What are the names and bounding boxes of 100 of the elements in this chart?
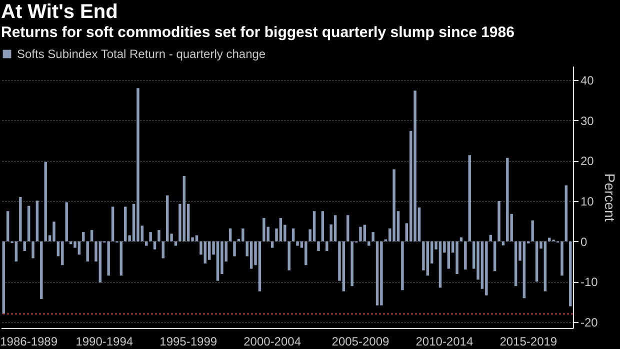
bar	[359, 226, 362, 242]
y-tick-label: -10	[580, 275, 598, 290]
bar	[414, 90, 416, 242]
legend-label: Softs Subindex Total Return - quarterly change	[17, 47, 266, 61]
bar	[522, 241, 526, 298]
bar	[216, 241, 220, 281]
x-tick-label: 1990-1994	[76, 334, 134, 348]
bar	[468, 155, 471, 242]
bar	[6, 211, 10, 242]
bar	[334, 215, 337, 242]
y-tick-label: 10	[580, 194, 594, 209]
bar	[304, 241, 308, 266]
bar	[149, 232, 152, 242]
y-tick-label: 20	[580, 154, 594, 168]
bar	[342, 241, 346, 292]
bar	[296, 241, 299, 246]
bar	[392, 169, 396, 242]
x-tick-label: 1986-1989	[0, 334, 58, 348]
y-tick-label: 30	[580, 114, 594, 128]
bar	[548, 238, 551, 242]
bar	[228, 228, 232, 242]
bar	[489, 234, 492, 242]
bar	[372, 232, 374, 242]
bar	[317, 241, 320, 252]
bar	[82, 232, 85, 242]
bar	[569, 241, 572, 306]
bar	[182, 176, 186, 242]
y-axis-title: Percent	[602, 173, 618, 222]
bar	[52, 222, 56, 242]
bar	[124, 206, 127, 242]
bar	[61, 241, 64, 266]
bar	[326, 241, 328, 252]
bar	[144, 241, 148, 246]
bar	[32, 241, 34, 258]
bar	[153, 241, 156, 250]
bar	[166, 195, 169, 242]
y-tick-label: 40	[580, 74, 594, 88]
bar	[204, 241, 206, 264]
bar	[111, 206, 114, 242]
bar	[485, 241, 488, 296]
bar	[262, 218, 266, 242]
bar	[464, 241, 467, 270]
bar	[162, 241, 165, 258]
bar	[2, 241, 5, 314]
y-tick-label: 0	[580, 234, 588, 249]
bar	[27, 206, 30, 242]
bar	[502, 241, 505, 246]
bar	[233, 241, 236, 256]
bar	[560, 241, 564, 276]
x-tick-label: 2000-2004	[244, 334, 302, 348]
chart-title: At Wit's End	[1, 1, 118, 23]
bar	[380, 241, 383, 306]
bar	[44, 162, 47, 242]
bar	[292, 228, 295, 242]
bar	[493, 241, 496, 272]
bar	[376, 241, 379, 306]
bar	[270, 241, 274, 248]
bar	[535, 241, 538, 282]
bar	[107, 241, 110, 276]
bar	[120, 241, 123, 276]
bar	[86, 241, 89, 262]
bar	[363, 224, 366, 242]
bar	[279, 218, 282, 242]
bar	[456, 241, 458, 274]
bar	[312, 211, 316, 242]
bar	[23, 241, 26, 252]
bar	[250, 241, 253, 269]
bar	[98, 241, 102, 282]
bar	[19, 197, 22, 242]
bar	[321, 211, 324, 242]
bar	[14, 241, 18, 262]
bar	[350, 241, 354, 286]
bar	[460, 237, 463, 242]
bar	[531, 220, 534, 242]
bar	[346, 215, 350, 242]
bar	[136, 88, 140, 242]
bar	[544, 241, 547, 292]
bar	[368, 241, 370, 246]
x-tick-label: 1995-1999	[160, 334, 218, 348]
chart-subtitle: Returns for soft commodities set for biggest quarterly slump since 1986	[1, 24, 514, 41]
x-tick-label: 2005-2009	[332, 334, 390, 348]
bar	[65, 202, 68, 242]
bar	[498, 201, 500, 242]
bar	[158, 230, 160, 242]
bar	[258, 241, 262, 292]
y-tick-label: -20	[580, 315, 598, 330]
bar	[78, 241, 81, 255]
bar	[447, 241, 450, 269]
bar	[514, 241, 518, 286]
bar	[90, 230, 94, 242]
bar	[195, 235, 198, 242]
x-tick-label: 2010-2014	[416, 334, 474, 348]
bar	[506, 158, 509, 242]
bar	[401, 241, 404, 290]
bar	[208, 241, 211, 260]
bar	[564, 185, 568, 242]
bar	[426, 241, 430, 276]
x-tick-label: 2015-2019	[500, 334, 558, 348]
bar	[438, 241, 442, 288]
bar	[36, 200, 39, 242]
